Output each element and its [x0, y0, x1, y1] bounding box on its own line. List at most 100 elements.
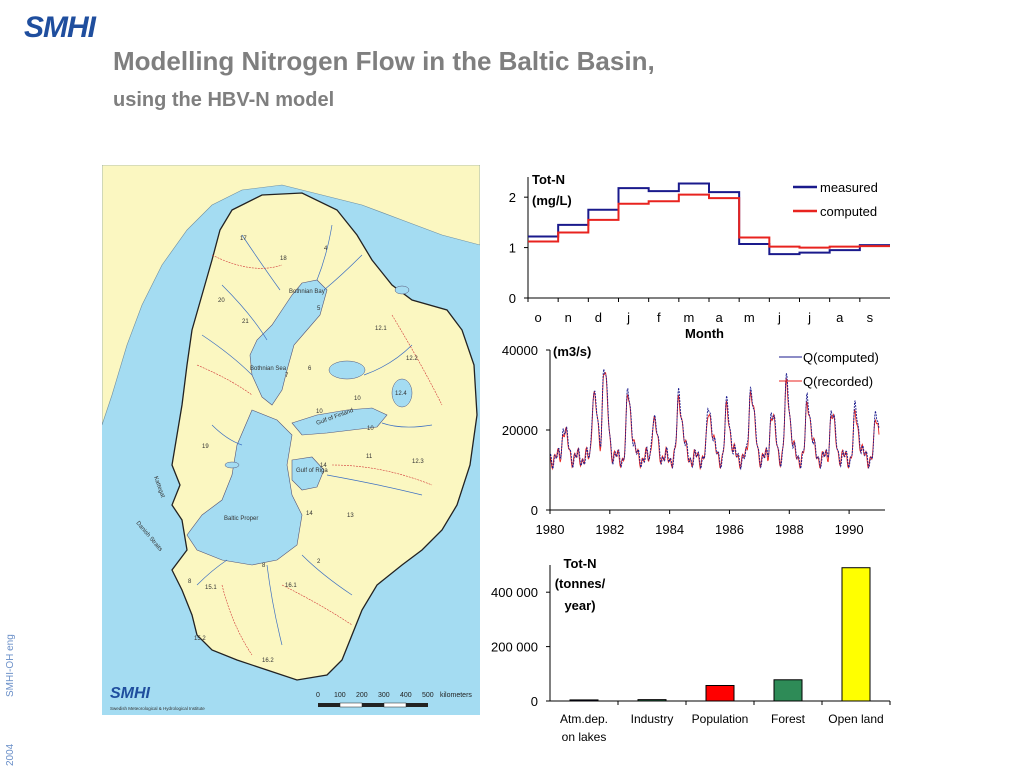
legend-computed: computed — [820, 204, 877, 219]
chart2-series-computed — [550, 369, 880, 471]
chart1-xtick-label: o — [534, 310, 541, 325]
chart1-series-computed — [528, 193, 890, 249]
chart3-ylabel-line3: year) — [564, 598, 595, 613]
chart1-ylabel-line2: (mg/L) — [532, 193, 572, 208]
chart1-ytick-label: 2 — [509, 190, 516, 205]
chart1-xtick-label: a — [836, 310, 844, 325]
region-16-1: 16.1 — [285, 583, 297, 589]
chart1-series-measured — [528, 182, 890, 256]
chart3-bar — [637, 699, 667, 702]
chart3-category-label: on lakes — [562, 730, 607, 744]
chart2-ylabel: (m3/s) — [553, 344, 591, 359]
chart1-xtick-label: j — [807, 310, 811, 325]
chart1-series — [528, 182, 890, 256]
chart2-xtick-label: 1984 — [655, 522, 684, 537]
year-label: 2004 — [5, 743, 16, 766]
chart1-ytick-label: 1 — [509, 241, 516, 256]
label-baltic-proper: Baltic Proper — [224, 516, 258, 522]
page-subtitle: using the HBV-N model — [113, 89, 335, 111]
chart3-ytick-label: 400 000 — [491, 585, 538, 600]
region-7: 7 — [285, 373, 289, 379]
bothnian-sea — [249, 279, 328, 406]
chart1-xtick-label: d — [595, 310, 602, 325]
region-2: 2 — [317, 559, 321, 565]
chart2-xtick-label: 1982 — [595, 522, 624, 537]
region-4: 4 — [324, 246, 328, 252]
map-smhi-logo: SMHI — [110, 685, 151, 702]
scale-tick-0: 0 — [316, 692, 320, 699]
chart1-ytick-label: 0 — [509, 291, 516, 306]
legend-measured: measured — [820, 180, 878, 195]
region-numbers: 17 4 18 20 21 5 12.1 12.2 7 6 12.4 10 10… — [188, 236, 424, 664]
region-10a: 10 — [316, 409, 323, 415]
land-north — [102, 165, 480, 426]
scale-tick-100: 100 — [334, 692, 346, 699]
region-12-2: 12.2 — [406, 356, 418, 362]
rivers — [196, 224, 433, 646]
region-15-2: 15.2 — [194, 636, 206, 642]
label-bothnian-bay: Bothnian Bay — [289, 289, 325, 295]
chart1-xtick-label: a — [715, 310, 723, 325]
region-14a: 14 — [320, 463, 327, 469]
chart3-category-label: Atm.dep. — [560, 712, 608, 726]
chart2-xtick-label: 1988 — [775, 522, 804, 537]
chart3-ytick-label: 0 — [531, 694, 538, 709]
chart1-xtick-label: m — [683, 310, 694, 325]
chart1-xtick-label: n — [565, 310, 572, 325]
chart2-xtick-label: 1990 — [835, 522, 864, 537]
chart3-category-label: Industry — [631, 712, 674, 726]
chart3-bar — [841, 567, 871, 702]
chart3-bar — [569, 699, 599, 702]
chart1-xtick-label: s — [867, 310, 874, 325]
region-14b: 14 — [306, 511, 313, 517]
region-20: 20 — [218, 298, 225, 304]
region-5: 5 — [317, 306, 321, 312]
scale-tick-300: 300 — [378, 692, 390, 699]
lake-1 — [394, 285, 410, 295]
chart2-ytick-label: 20000 — [502, 423, 538, 438]
side-label: SMHI-OH eng — [5, 634, 16, 697]
region-13: 13 — [347, 513, 354, 519]
region-21: 21 — [242, 319, 249, 325]
chart2-xtick-label: 1986 — [715, 522, 744, 537]
scale-unit: kilometers — [440, 692, 472, 699]
chart3-bar — [773, 679, 803, 702]
chart1-xtick-label: f — [657, 310, 661, 325]
region-17: 17 — [240, 236, 247, 242]
chart2-legend: Q(computed) Q(recorded) — [779, 350, 879, 389]
gulf-of-finland — [291, 407, 388, 436]
chart1-ylabel-line1: Tot-N — [532, 172, 565, 187]
discharge-chart: 0 20000 40000 1980 1982 1984 1986 1988 1990 (m3/… — [502, 343, 885, 537]
map-institute-name: Swedish Meteorological & Hydrological In… — [110, 706, 205, 711]
chart1-xtick-label: j — [777, 310, 781, 325]
chart2-axes: 0 20000 40000 1980 1982 1984 1986 1988 1990 — [502, 343, 885, 537]
chart2-ytick-label: 40000 — [502, 343, 538, 358]
region-19: 19 — [202, 444, 209, 450]
lake-2 — [224, 461, 240, 469]
chart3-bars — [569, 567, 871, 702]
region-6: 6 — [308, 366, 312, 372]
totn-monthly-chart: 0 1 2 o n d j f m a m j j a s Tot-N (mg/L) Month measu… — [509, 172, 890, 340]
region-15-1: 15.1 — [205, 585, 217, 591]
chart1-xlabel: Month — [685, 326, 724, 340]
chart2-ytick-label: 0 — [531, 503, 538, 518]
lake-onega — [391, 378, 413, 408]
label-gulf-of-riga: Gulf of Riga — [296, 468, 328, 474]
page-title: Modelling Nitrogen Flow in the Baltic Ba… — [113, 46, 655, 76]
region-8b: 8 — [188, 579, 192, 585]
region-18: 18 — [280, 256, 287, 262]
gulf-of-riga — [291, 456, 325, 491]
region-10b: 10 — [354, 396, 361, 402]
smhi-logo: SMHI — [24, 11, 96, 44]
region-8a: 8 — [262, 563, 266, 569]
chart2-xtick-label: 1980 — [536, 522, 565, 537]
totn-sources-chart: 0 200 000 400 000 Atm.dep. on lakes Industry P… — [491, 556, 891, 744]
chart1-xtick-label: j — [626, 310, 630, 325]
chart3-ylabel-line2: (tonnes/ — [555, 576, 606, 591]
region-12-3: 12.3 — [412, 459, 424, 465]
chart3-ylabel-line1: Tot-N — [564, 556, 597, 571]
label-bothnian-sea: Bothnian Sea — [250, 366, 287, 372]
chart3-ytick-label: 200 000 — [491, 640, 538, 655]
legend-q-recorded: Q(recorded) — [803, 374, 873, 389]
region-16-2: 16.2 — [262, 658, 274, 664]
